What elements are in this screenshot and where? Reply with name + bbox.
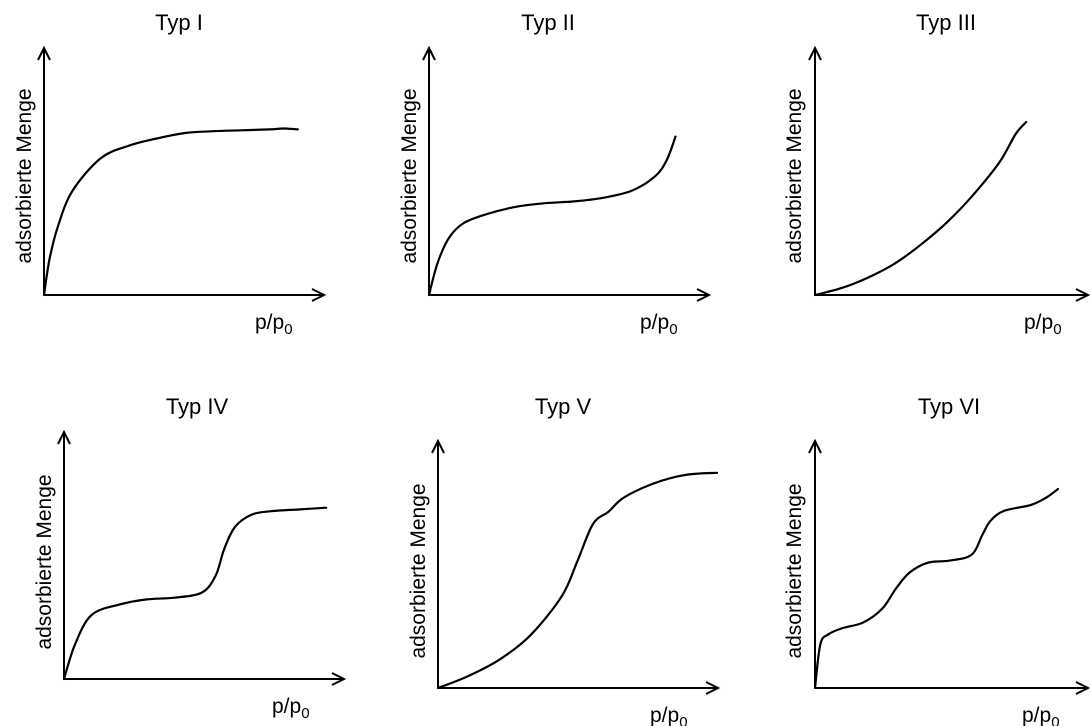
x-axis [815,288,1091,302]
x-axis-label-main: p/p [650,704,679,726]
x-axis [64,672,347,686]
x-axis-label-main: p/p [1022,704,1051,726]
x-axis-label-subscript: 0 [1053,321,1061,338]
x-axis-label-main: p/p [272,695,301,718]
y-axis-label: adsorbierte Menge [407,483,430,658]
x-axis-label: p/p0 [650,704,688,726]
x-axis-label-subscript: 0 [679,714,687,726]
isotherm-curve [813,120,1028,297]
chart-panel-typ-1: Typ I adsorbierte Menge p/p0 [13,10,327,338]
y-axis [57,429,71,679]
y-axis [422,45,436,295]
x-axis-label: p/p0 [1024,311,1062,338]
chart-title: Typ II [521,10,575,35]
x-axis [429,288,712,302]
x-axis-label-main: p/p [255,311,284,334]
x-axis-label: p/p0 [1022,704,1060,726]
chart-title: Typ IV [166,394,229,419]
chart-title: Typ III [916,10,976,35]
x-axis-label-subscript: 0 [301,705,309,722]
chart-title: Typ V [535,394,592,419]
chart-title: Typ VI [918,394,980,419]
y-axis-label: adsorbierte Menge [783,88,806,263]
x-axis-label: p/p0 [640,311,678,338]
x-axis [815,681,1091,695]
y-axis [808,438,822,688]
isotherm-curve [436,471,719,690]
chart-panel-typ-2: Typ II adsorbierte Menge p/p0 [398,10,712,338]
isotherm-curve [427,135,677,297]
y-axis-label: adsorbierte Menge [783,483,806,658]
x-axis-label-subscript: 0 [284,321,292,338]
x-axis-label-subscript: 0 [1051,714,1059,726]
chart-panel-typ-5: Typ V adsorbierte Menge p/p0 [407,394,721,726]
x-axis-label-subscript: 0 [669,321,677,338]
x-axis-label-main: p/p [1024,311,1053,334]
x-axis-label: p/p0 [255,311,293,338]
y-axis [431,438,445,688]
y-axis-label: adsorbierte Menge [398,88,421,263]
x-axis [44,288,327,302]
x-axis-label: p/p0 [272,695,310,722]
x-axis [438,681,721,695]
chart-panel-typ-6: Typ VI adsorbierte Menge p/p0 [783,394,1091,726]
chart-title: Typ I [155,10,203,35]
y-axis [808,45,822,295]
y-axis [37,45,51,295]
y-axis-label: adsorbierte Menge [33,474,56,649]
isotherm-curve [62,506,328,681]
chart-panel-typ-3: Typ III adsorbierte Menge p/p0 [783,10,1091,338]
chart-panel-typ-4: Typ IV adsorbierte Menge p/p0 [33,394,347,722]
x-axis-label-main: p/p [640,311,669,334]
isotherm-curve [813,487,1060,690]
isotherm-curve [42,127,299,297]
y-axis-label: adsorbierte Menge [13,88,36,263]
